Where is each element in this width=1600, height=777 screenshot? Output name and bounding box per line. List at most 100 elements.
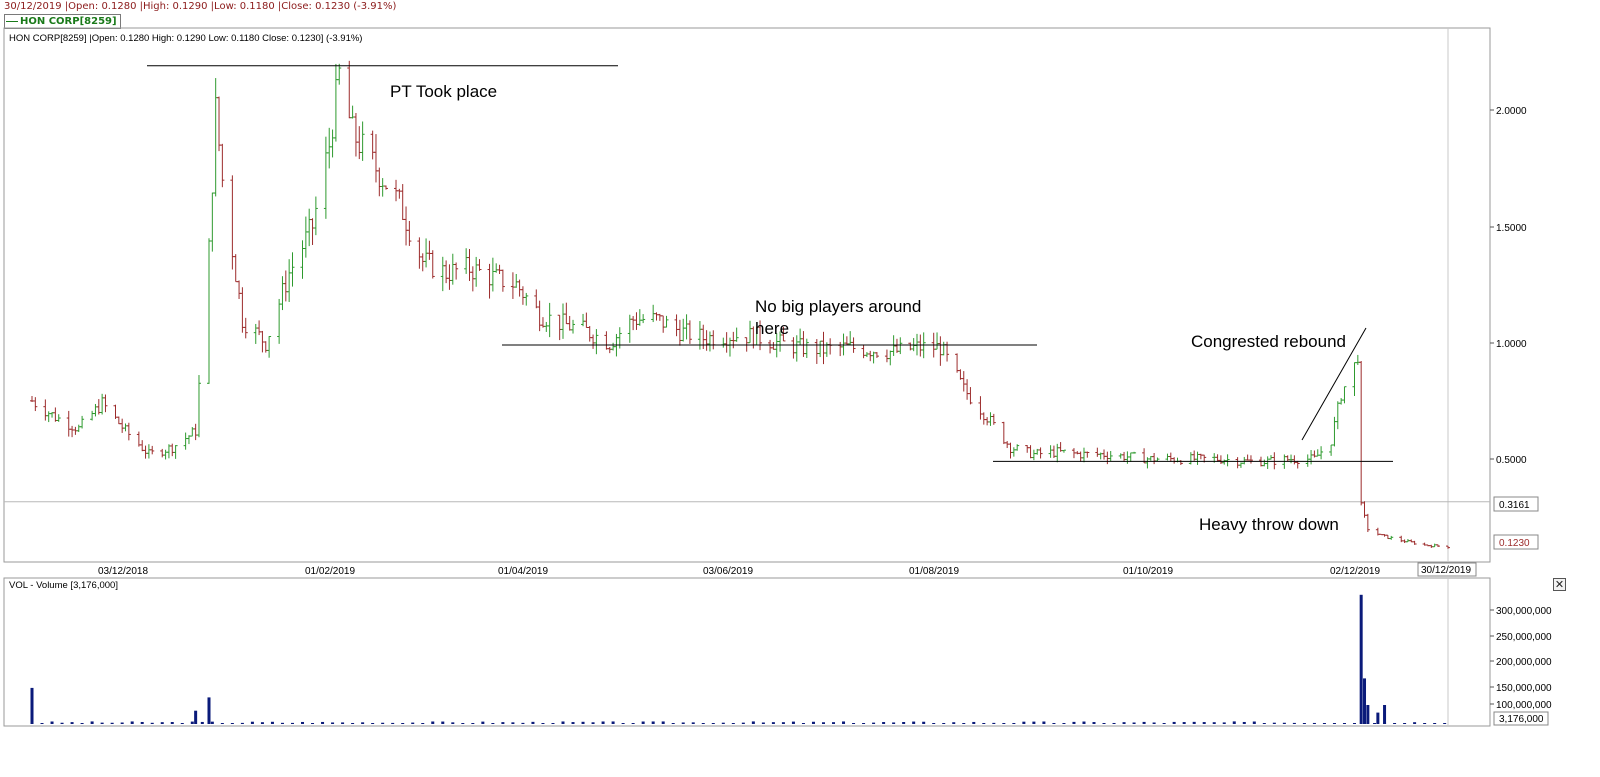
ohlc-bar [1389, 535, 1394, 540]
ohlc-bar [1168, 452, 1173, 462]
ohlc-bar [1435, 544, 1440, 547]
ohlc-bar [510, 272, 515, 299]
legend-tab-label: HON CORP[8259] [20, 16, 117, 27]
volume-bar [280, 722, 284, 724]
volume-bar [741, 722, 745, 724]
volume-bar [1242, 721, 1246, 724]
ohlc-bar [1128, 452, 1133, 462]
ohlc-bar [634, 312, 639, 330]
volume-bar [1042, 721, 1046, 724]
volume-bar [661, 721, 665, 724]
volume-bar [852, 723, 856, 724]
volume-bar [120, 722, 124, 724]
ohlc-bar [1031, 449, 1036, 461]
ohlc-bar [514, 273, 519, 288]
volume-bar [1292, 722, 1296, 724]
ohlc-bar [991, 413, 996, 425]
ohlc-bar [313, 196, 318, 236]
ohlc-bar [333, 63, 338, 142]
ohlc-bar [734, 327, 739, 342]
volume-bar [1282, 722, 1286, 724]
price-tick-label: 1.0000 [1496, 339, 1527, 350]
date-tick-label: 01/04/2019 [498, 566, 548, 577]
ohlc-bar [981, 412, 986, 425]
volume-bar [862, 723, 866, 724]
volume-bar [240, 722, 244, 724]
ohlc-bar [347, 60, 352, 119]
volume-bar [371, 723, 375, 724]
volume-bar [1322, 723, 1326, 724]
ohlc-bar [955, 353, 960, 373]
volume-bar [821, 722, 825, 724]
ohlc-bar [93, 403, 98, 417]
ohlc-bar [146, 444, 151, 459]
ohlc-bar [1118, 453, 1123, 459]
ohlc-bar [584, 312, 589, 328]
ohlc-bar [160, 448, 165, 458]
ohlc-bar [357, 126, 362, 160]
volume-bar [150, 722, 154, 724]
volume-bar [200, 721, 204, 724]
volume-bar [431, 721, 435, 724]
last-close-label: 0.1230 [1499, 538, 1530, 549]
volume-bar [1272, 722, 1276, 724]
annotation-no-big-players: No big players around [755, 297, 921, 316]
volume-bar [611, 721, 615, 724]
volume-bars [30, 594, 1447, 724]
ohlc-bar [467, 249, 472, 281]
volume-bar [40, 723, 44, 724]
volume-bar [80, 723, 84, 724]
ohlc-bar [861, 344, 866, 359]
ohlc-bar [327, 127, 332, 169]
volume-bar [381, 722, 385, 724]
volume-bar [771, 722, 775, 724]
ohlc-bar [607, 346, 612, 354]
ohlc-bar [704, 330, 709, 351]
volume-bar [60, 722, 64, 724]
volume-tick-label: 300,000,000 [1496, 606, 1552, 617]
ohlc-bar [534, 289, 539, 309]
ohlc-bar [724, 332, 729, 353]
ohlc-bar [1412, 540, 1417, 545]
ohlc-bar [230, 175, 235, 270]
ohlc-bar [1172, 457, 1177, 464]
volume-bar [391, 722, 395, 724]
volume-tick-label: 200,000,000 [1496, 657, 1552, 668]
volume-bar [781, 722, 785, 724]
close-volume-pane-icon[interactable]: ✕ [1553, 578, 1566, 591]
annotation-congested-rebound: Congrested rebound [1191, 332, 1346, 351]
ohlc-bar [120, 418, 125, 433]
ohlc-bar [56, 414, 61, 422]
volume-bar [1182, 722, 1186, 724]
volume-bar [882, 722, 886, 724]
volume-bar [1302, 723, 1306, 724]
ohlc-bar [821, 331, 826, 365]
volume-bar [1052, 723, 1056, 724]
volume-bar [321, 721, 325, 724]
ohlc-bar [687, 320, 692, 344]
ohlc-bar [581, 313, 586, 327]
ohlc-bar [1335, 401, 1340, 430]
ohlc-bar [1011, 447, 1016, 457]
last-close-badge [1493, 534, 1539, 550]
ohlc-bar [684, 314, 689, 340]
ohlc-bar [1295, 460, 1300, 469]
ohlc-bar [80, 415, 85, 429]
volume-bar [711, 723, 715, 724]
volume-bar [194, 710, 198, 724]
ohlc-bar [303, 216, 308, 258]
volume-bar [982, 722, 986, 724]
volume-bar [1222, 722, 1226, 724]
ohlc-bar [1292, 455, 1297, 465]
volume-bar [1366, 705, 1370, 724]
ohlc-bar [257, 320, 262, 336]
volume-bar [220, 723, 224, 724]
ohlc-bar [828, 338, 833, 355]
ohlc-bar [898, 337, 903, 355]
ohlc-bar [1265, 456, 1270, 469]
ohlc-bar [781, 326, 786, 342]
ohlc-bar [871, 351, 876, 364]
ohlc-bar [380, 178, 385, 197]
volume-pane-title: VOL - Volume [3,176,000] [9, 580, 118, 591]
volume-bar [100, 722, 104, 724]
